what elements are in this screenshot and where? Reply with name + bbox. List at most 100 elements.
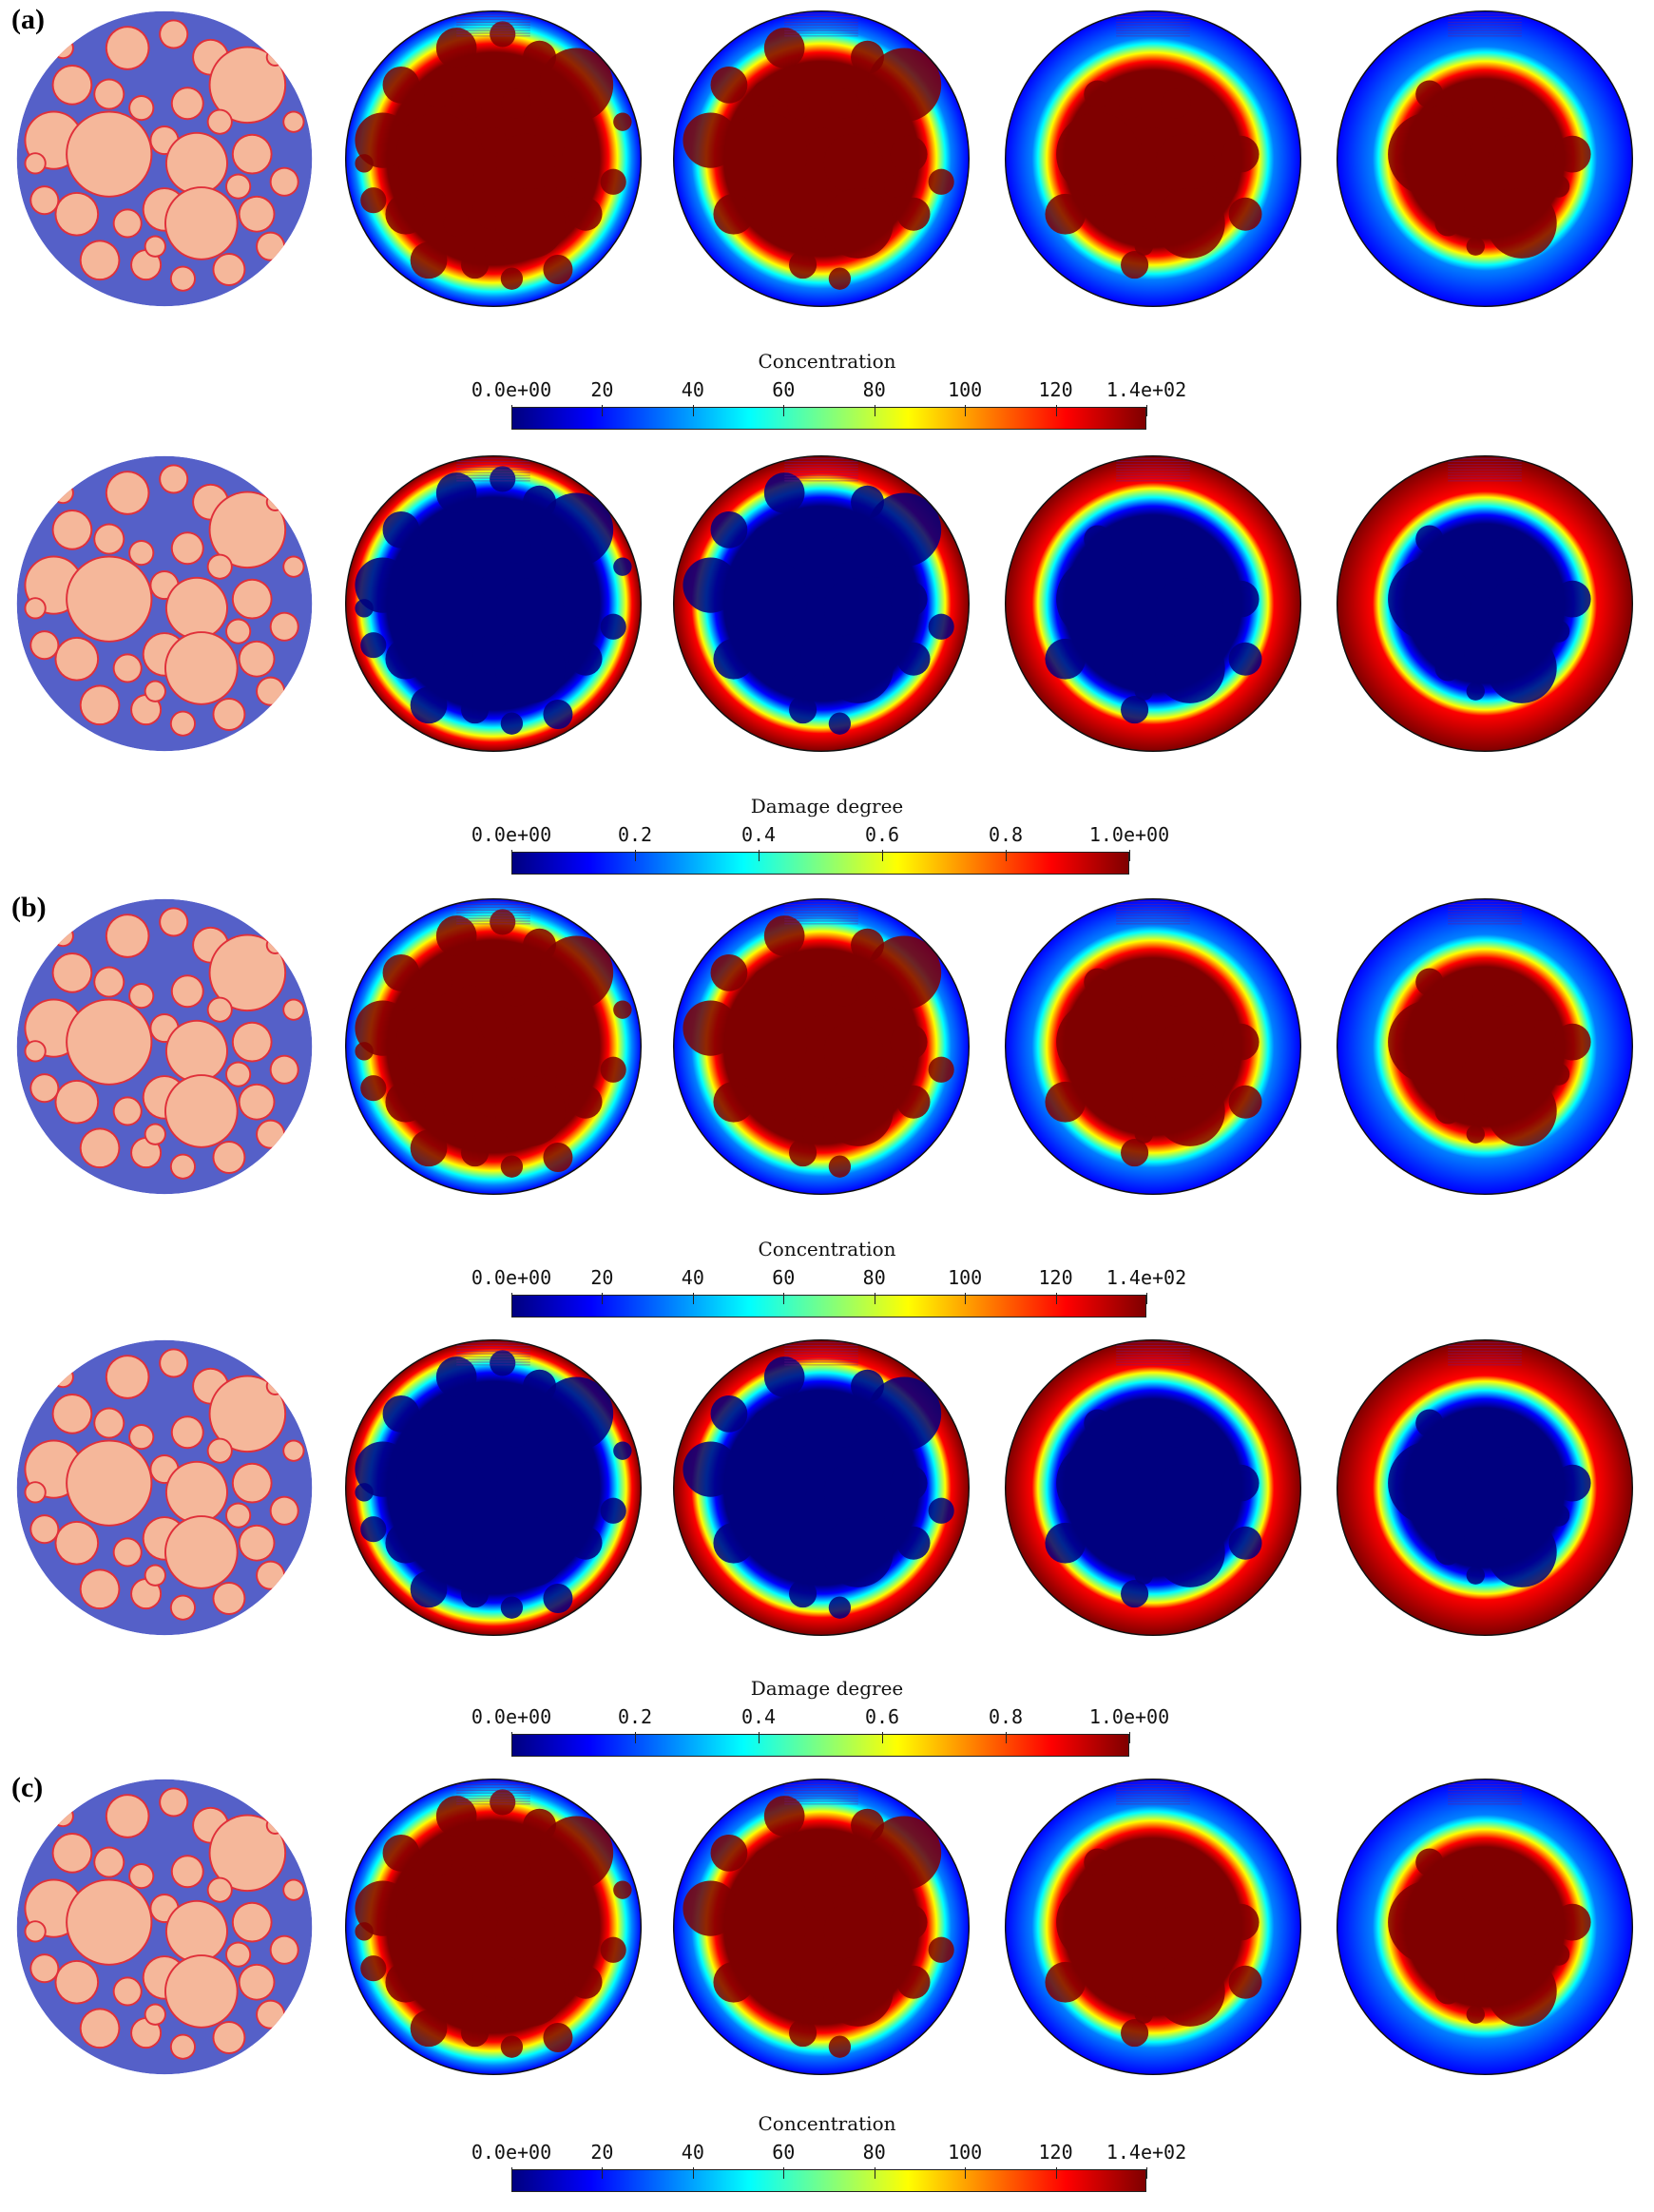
mesh-disk [8, 890, 321, 1203]
colorbar-tick-mark [1006, 850, 1007, 861]
field-disk [996, 447, 1310, 760]
colorbar-tick-mark [602, 1293, 604, 1304]
colorbar-tick-mark [783, 1293, 785, 1304]
field-disk [337, 447, 650, 760]
mesh-disk [8, 447, 321, 760]
colorbar-title: Concentration [758, 2112, 896, 2135]
colorbar-tick-labels: 0.0e+00 20 40 60 80 100 120 1.4e+02 [471, 378, 1186, 401]
field-row [0, 1331, 1654, 1645]
colorbar-title: Concentration [758, 350, 896, 373]
colorbar-tick-label: 0.2 [617, 823, 653, 846]
colorbar-tick-mark [1129, 850, 1130, 861]
concentration-field-disk [1004, 10, 1301, 308]
aggregate-mesh-disk [16, 1339, 313, 1636]
damage-field-disk [673, 1338, 971, 1637]
colorbar-tick-label: 120 [1038, 378, 1073, 401]
colorbar-tick-mark [692, 2167, 694, 2179]
concentration-field-disk [344, 897, 642, 1196]
field-row [0, 447, 1654, 760]
concentration-field-disk [1336, 897, 1633, 1196]
damage-field-disk [344, 1338, 642, 1637]
colorbar-tick-mark [511, 1293, 512, 1304]
colorbar-tick-label: 1.4e+02 [1106, 1266, 1187, 1289]
colorbar-tick-mark [1055, 2167, 1057, 2179]
colorbar-tick-mark [635, 850, 636, 861]
field-disk [996, 2, 1310, 316]
colorbar-tick-label: 0.2 [617, 1705, 653, 1728]
colorbar-tick-label: 0.0e+00 [471, 2141, 552, 2164]
field-disk [1328, 890, 1642, 1203]
colorbar-tick-mark [882, 850, 883, 861]
colorbar-tick-label: 40 [681, 378, 704, 401]
field-disk [1328, 2, 1642, 316]
field-disk [1328, 447, 1642, 760]
concentration-field-disk [673, 1778, 971, 2076]
colorbar-tick-mark [759, 1732, 760, 1743]
concentration-field-disk [673, 897, 971, 1196]
field-disk [664, 1770, 978, 2084]
colorbar-tick-label: 0.4 [740, 823, 777, 846]
damage-field-disk [1004, 1338, 1301, 1637]
colorbar-gradient [511, 852, 1129, 875]
colorbar-tick-label: 0.4 [740, 1705, 777, 1728]
aggregate-mesh-disk [16, 898, 313, 1195]
colorbar-tick-mark [511, 2167, 512, 2179]
colorbar-tick-label: 0.0e+00 [471, 823, 552, 846]
aggregate-mesh-disk [16, 1779, 313, 2075]
field-disk [337, 890, 650, 1203]
panel-label-c: (c) [11, 1772, 44, 1803]
colorbar-concentration-b: Concentration 0.0e+00 20 40 60 80 100 120 1.4e+… [471, 1238, 1186, 1318]
colorbar-tick-labels: 0.0e+00 20 40 60 80 100 120 1.4e+02 [471, 1266, 1186, 1289]
colorbar-tick-label: 20 [590, 2141, 614, 2164]
colorbar-tick-mark [1146, 2167, 1147, 2179]
colorbar-tick-mark [965, 405, 967, 416]
field-disk [337, 1331, 650, 1645]
colorbar-title: Damage degree [750, 795, 904, 817]
field-disk [337, 1770, 650, 2084]
field-disk [1328, 1770, 1642, 2084]
colorbar-title: Concentration [758, 1238, 896, 1260]
field-row [0, 1770, 1654, 2084]
colorbar-tick-mark [602, 405, 604, 416]
field-disk [996, 890, 1310, 1203]
concentration-field-disk [1336, 10, 1633, 308]
colorbar-tick-label: 1.4e+02 [1106, 378, 1187, 401]
colorbar-tick-label: 0.6 [864, 823, 900, 846]
field-disk [664, 890, 978, 1203]
colorbar-tick-mark [635, 1732, 636, 1743]
field-disk [664, 1331, 978, 1645]
colorbar-tick-mark [965, 1293, 967, 1304]
colorbar-tick-label: 0.8 [988, 1705, 1024, 1728]
aggregate-mesh-disk [16, 10, 313, 307]
colorbar-tick-mark [1006, 1732, 1007, 1743]
concentration-field-disk [1004, 1778, 1301, 2076]
panel-label-b: (b) [11, 892, 47, 923]
colorbar-tick-label: 100 [948, 1266, 983, 1289]
field-disk [337, 2, 650, 316]
field-disk [996, 1770, 1310, 2084]
mesh-disk [8, 1331, 321, 1645]
colorbar-tick-labels: 0.0e+00 20 40 60 80 100 120 1.4e+02 [471, 2141, 1186, 2164]
colorbar-tick-mark [511, 1732, 512, 1743]
colorbar-title: Damage degree [750, 1677, 904, 1700]
damage-field-disk [1336, 454, 1633, 753]
colorbar-tick-labels: 0.0e+00 0.2 0.4 0.6 0.8 1.0e+00 [471, 823, 1169, 846]
concentration-field-disk [1004, 897, 1301, 1196]
colorbar-tick-label: 20 [590, 378, 614, 401]
mesh-disk [8, 1770, 321, 2084]
colorbar-tick-mark [1055, 405, 1057, 416]
colorbar-tick-label: 80 [862, 2141, 886, 2164]
colorbar-gradient [511, 2169, 1146, 2192]
colorbar-tick-label: 80 [862, 378, 886, 401]
colorbar-tick-mark [759, 850, 760, 861]
colorbar-tick-label: 60 [772, 1266, 796, 1289]
field-disk [664, 447, 978, 760]
colorbar-tick-label: 60 [772, 378, 796, 401]
colorbar-tick-mark [602, 2167, 604, 2179]
concentration-field-disk [673, 10, 971, 308]
colorbar-tick-label: 0.0e+00 [471, 378, 552, 401]
field-row [0, 2, 1654, 316]
field-row [0, 890, 1654, 1203]
colorbar-gradient [511, 1295, 1146, 1318]
colorbar-concentration-c: Concentration 0.0e+00 20 40 60 80 100 120 1.4e+… [471, 2112, 1186, 2192]
